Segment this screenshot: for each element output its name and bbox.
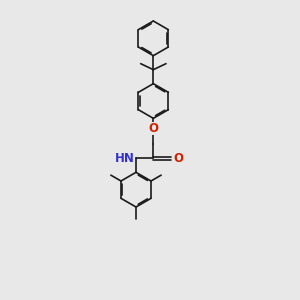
Text: O: O <box>148 122 158 135</box>
Text: O: O <box>173 152 183 165</box>
Text: HN: HN <box>115 152 134 165</box>
